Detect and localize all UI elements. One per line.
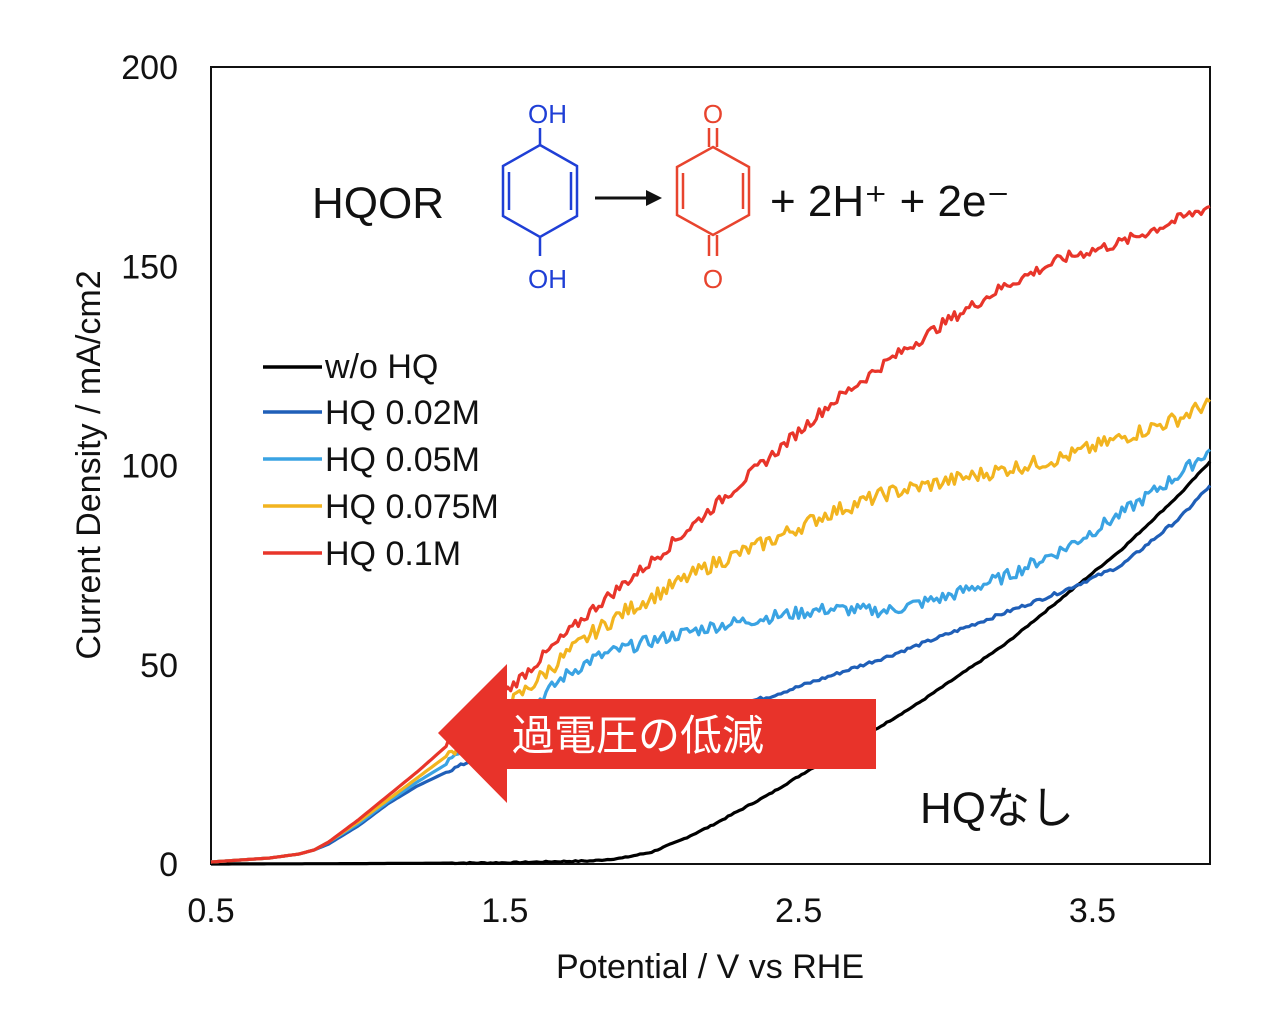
series-line-wo-hq [211,460,1212,866]
reaction-rhs: + 2H⁺ + 2e⁻ [770,177,1010,226]
overpotential-arrow-label: 過電圧の低減 [512,711,764,760]
y-tick-label: 150 [121,248,178,286]
x-tick-label: 3.5 [1069,892,1116,930]
hydroquinone-top-oh: OH [528,99,567,129]
legend-label-wo-hq: w/o HQ [324,348,438,386]
benzoquinone-top-o: O [703,99,723,129]
plot-area-frame [210,66,1211,865]
no-hq-label: HQなし [920,784,1074,833]
y-axis-title: Current Density / mA/cm2 [70,270,108,659]
benzoquinone-ring [675,145,751,237]
x-axis-title: Potential / V vs RHE [556,948,864,986]
y-tick-label: 200 [121,49,178,87]
hydroquinone-bottom-oh: OH [528,264,567,294]
y-tick-label: 0 [159,846,178,884]
series-layer [210,204,1212,866]
benzoquinone-bottom-o: O [703,264,723,294]
reaction-label: HQOR [312,179,444,228]
legend-label-hq-0.075m: HQ 0.075M [325,488,499,526]
series-line-hq-0.075m [210,397,1212,864]
x-tick-label: 0.5 [187,892,234,930]
legend: w/o HQ HQ 0.02M HQ 0.05M HQ 0.075M HQ 0.… [263,348,499,573]
x-tick-label: 1.5 [481,892,528,930]
hydroquinone-ring [501,143,579,239]
reaction-annotation: HQOR OH OH O O + 2H⁺ + 2e⁻ [312,99,1010,294]
y-tick-label: 50 [140,647,178,685]
x-tick-label: 2.5 [775,892,822,930]
overpotential-arrow: 過電圧の低減 [438,664,876,803]
series-line-hq-0.05m [210,448,1212,864]
legend-label-hq-0.02m: HQ 0.02M [325,394,480,432]
overpotential-arrow-shape [438,664,876,803]
reaction-arrow-head [646,190,662,206]
series-line-hq-0.1m [210,204,1211,864]
legend-label-hq-0.1m: HQ 0.1M [325,535,461,573]
legend-label-hq-0.05m: HQ 0.05M [325,441,480,479]
y-tick-label: 100 [121,448,178,486]
hydroquinone-structure [501,128,579,256]
benzoquinone-structure [675,128,751,256]
